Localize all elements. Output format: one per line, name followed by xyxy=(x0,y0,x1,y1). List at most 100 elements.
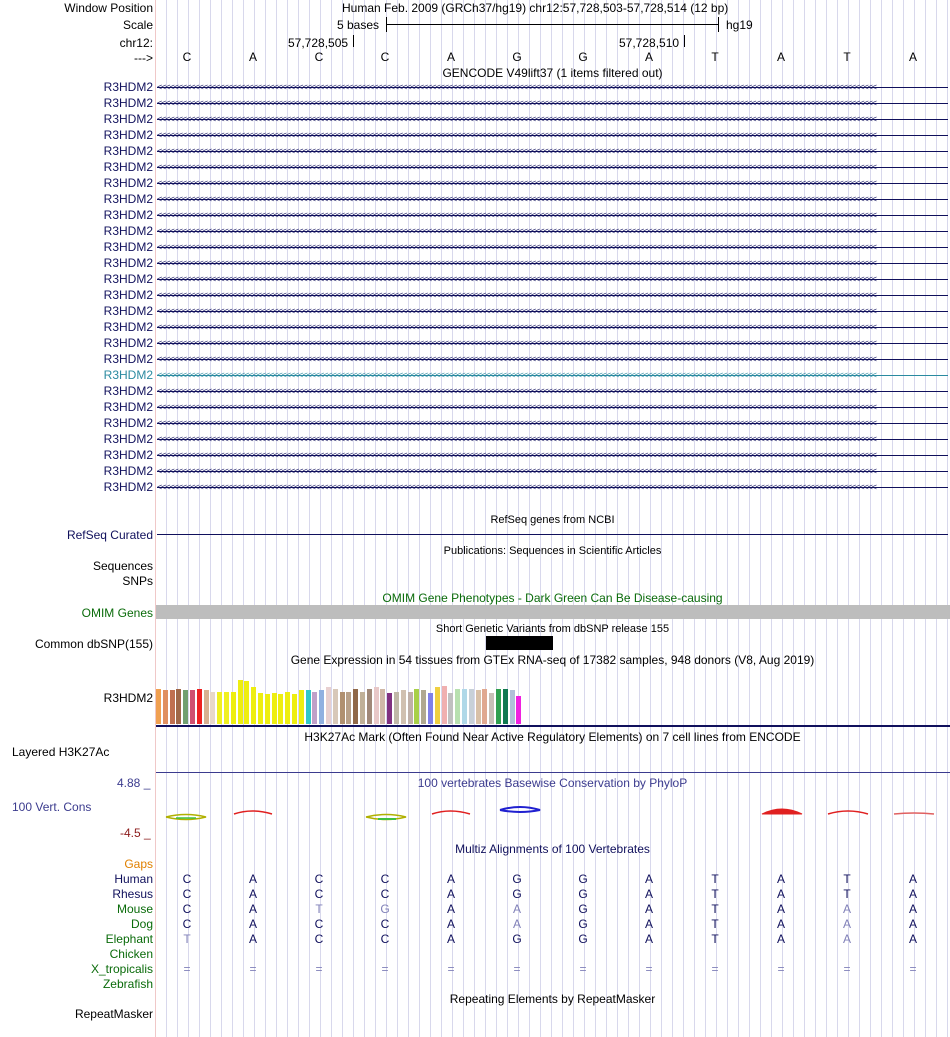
gencode-gene-feature[interactable]: <<<<<<<<<<<<<<<<<<<<<<<<<<<<<<<<<<<<<<<<… xyxy=(157,431,948,447)
gtex-tissue-bar[interactable] xyxy=(387,693,393,724)
omim-track-title[interactable]: OMIM Gene Phenotypes - Dark Green Can Be… xyxy=(382,591,723,605)
gencode-gene-feature[interactable]: <<<<<<<<<<<<<<<<<<<<<<<<<<<<<<<<<<<<<<<<… xyxy=(157,319,948,335)
gencode-gene-feature[interactable]: <<<<<<<<<<<<<<<<<<<<<<<<<<<<<<<<<<<<<<<<… xyxy=(157,255,948,271)
gencode-gene-feature[interactable]: <<<<<<<<<<<<<<<<<<<<<<<<<<<<<<<<<<<<<<<<… xyxy=(157,223,948,239)
gencode-gene-feature[interactable]: <<<<<<<<<<<<<<<<<<<<<<<<<<<<<<<<<<<<<<<<… xyxy=(157,335,948,351)
gencode-gene-feature[interactable]: <<<<<<<<<<<<<<<<<<<<<<<<<<<<<<<<<<<<<<<<… xyxy=(157,175,948,191)
gtex-tissue-bar[interactable] xyxy=(394,692,399,724)
multiz-species-label[interactable]: Mouse xyxy=(116,902,153,916)
gencode-gene-feature[interactable]: <<<<<<<<<<<<<<<<<<<<<<<<<<<<<<<<<<<<<<<<… xyxy=(157,143,948,159)
gtex-tissue-bar[interactable] xyxy=(482,689,488,724)
gtex-tissue-bar[interactable] xyxy=(468,689,474,724)
publications-sequences-label[interactable]: Sequences xyxy=(92,559,153,573)
multiz-gaps-label[interactable]: Gaps xyxy=(124,857,153,871)
gtex-tissue-bar[interactable] xyxy=(278,694,284,724)
gtex-tissue-bar[interactable] xyxy=(346,692,352,724)
gtex-tissue-bar[interactable] xyxy=(428,693,433,724)
gencode-gene-label[interactable]: R3HDM2 xyxy=(103,160,153,174)
gtex-tissue-bar[interactable] xyxy=(332,689,338,724)
publications-snps-label[interactable]: SNPs xyxy=(122,574,153,588)
gencode-gene-feature[interactable]: <<<<<<<<<<<<<<<<<<<<<<<<<<<<<<<<<<<<<<<<… xyxy=(157,79,948,95)
gtex-tissue-bar[interactable] xyxy=(312,692,318,724)
gtex-tissue-bar[interactable] xyxy=(380,689,386,724)
gtex-tissue-bar[interactable] xyxy=(258,693,263,724)
gtex-tissue-bar[interactable] xyxy=(516,696,522,724)
gencode-gene-feature[interactable]: <<<<<<<<<<<<<<<<<<<<<<<<<<<<<<<<<<<<<<<<… xyxy=(157,191,948,207)
gencode-gene-feature[interactable]: <<<<<<<<<<<<<<<<<<<<<<<<<<<<<<<<<<<<<<<<… xyxy=(157,367,948,383)
conservation-track-title[interactable]: 100 vertebrates Basewise Conservation by… xyxy=(417,776,688,790)
gencode-gene-label[interactable]: R3HDM2 xyxy=(103,480,153,494)
gtex-track-label[interactable]: R3HDM2 xyxy=(103,691,153,705)
gtex-tissue-bar[interactable] xyxy=(190,690,195,724)
gencode-gene-label[interactable]: R3HDM2 xyxy=(103,288,153,302)
gencode-gene-label[interactable]: R3HDM2 xyxy=(103,128,153,142)
gtex-tissue-bar[interactable] xyxy=(434,687,440,724)
gencode-gene-label[interactable]: R3HDM2 xyxy=(103,320,153,334)
gtex-tissue-bar[interactable] xyxy=(264,694,270,724)
gencode-gene-label[interactable]: R3HDM2 xyxy=(103,176,153,190)
gencode-gene-label[interactable]: R3HDM2 xyxy=(103,368,153,382)
multiz-species-label[interactable]: Zebrafish xyxy=(102,977,153,991)
gtex-tissue-bar[interactable] xyxy=(237,680,243,724)
gtex-tissue-bar[interactable] xyxy=(298,690,304,724)
gencode-gene-feature[interactable]: <<<<<<<<<<<<<<<<<<<<<<<<<<<<<<<<<<<<<<<<… xyxy=(157,287,948,303)
gtex-tissue-bar[interactable] xyxy=(196,689,202,724)
multiz-species-label[interactable]: Elephant xyxy=(105,932,153,946)
gtex-track-title[interactable]: Gene Expression in 54 tissues from GTEx … xyxy=(290,653,815,667)
gtex-tissue-bar[interactable] xyxy=(496,689,501,724)
gencode-gene-label[interactable]: R3HDM2 xyxy=(103,240,153,254)
gencode-gene-feature[interactable]: <<<<<<<<<<<<<<<<<<<<<<<<<<<<<<<<<<<<<<<<… xyxy=(157,399,948,415)
gencode-gene-feature[interactable]: <<<<<<<<<<<<<<<<<<<<<<<<<<<<<<<<<<<<<<<<… xyxy=(157,479,948,495)
gtex-tissue-bar[interactable] xyxy=(224,692,229,724)
multiz-species-label[interactable]: X_tropicalis xyxy=(90,962,153,976)
gencode-gene-feature[interactable]: <<<<<<<<<<<<<<<<<<<<<<<<<<<<<<<<<<<<<<<<… xyxy=(157,463,948,479)
gtex-tissue-bar[interactable] xyxy=(285,692,291,724)
gencode-gene-label[interactable]: R3HDM2 xyxy=(103,448,153,462)
h3k27ac-track-title[interactable]: H3K27Ac Mark (Often Found Near Active Re… xyxy=(304,730,801,744)
gtex-tissue-bar[interactable] xyxy=(203,690,209,724)
gtex-tissue-bar[interactable] xyxy=(448,693,454,724)
gtex-tissue-bar[interactable] xyxy=(441,686,447,724)
gtex-tissue-bar[interactable] xyxy=(326,687,331,724)
gencode-gene-feature[interactable]: <<<<<<<<<<<<<<<<<<<<<<<<<<<<<<<<<<<<<<<<… xyxy=(157,95,948,111)
conservation-wiggle[interactable] xyxy=(156,800,950,826)
gencode-gene-label[interactable]: R3HDM2 xyxy=(103,96,153,110)
gencode-gene-label[interactable]: R3HDM2 xyxy=(103,144,153,158)
multiz-track-title[interactable]: Multiz Alignments of 100 Vertebrates xyxy=(455,842,650,856)
gtex-tissue-bar[interactable] xyxy=(210,692,216,724)
gencode-gene-feature[interactable]: <<<<<<<<<<<<<<<<<<<<<<<<<<<<<<<<<<<<<<<<… xyxy=(157,447,948,463)
gencode-gene-label[interactable]: R3HDM2 xyxy=(103,416,153,430)
gencode-gene-feature[interactable]: <<<<<<<<<<<<<<<<<<<<<<<<<<<<<<<<<<<<<<<<… xyxy=(157,239,948,255)
gencode-gene-label[interactable]: R3HDM2 xyxy=(103,208,153,222)
gtex-tissue-bar[interactable] xyxy=(251,687,257,724)
dbsnp-track-label[interactable]: Common dbSNP(155) xyxy=(34,637,153,651)
repeatmasker-track-title[interactable]: Repeating Elements by RepeatMasker xyxy=(449,992,656,1006)
gtex-tissue-bar[interactable] xyxy=(339,692,345,724)
multiz-species-label[interactable]: Rhesus xyxy=(112,887,153,901)
omim-track-label[interactable]: OMIM Genes xyxy=(81,606,153,620)
gencode-gene-label[interactable]: R3HDM2 xyxy=(103,336,153,350)
refseq-track-title[interactable]: RefSeq genes from NCBI xyxy=(490,514,615,526)
gtex-tissue-bar[interactable] xyxy=(183,690,189,724)
multiz-species-label[interactable]: Human xyxy=(114,872,153,886)
gtex-tissue-bar[interactable] xyxy=(373,687,379,724)
gencode-gene-label[interactable]: R3HDM2 xyxy=(103,112,153,126)
gtex-tissue-bar[interactable] xyxy=(366,689,372,724)
gtex-tissue-bar[interactable] xyxy=(509,690,515,724)
gencode-gene-feature[interactable]: <<<<<<<<<<<<<<<<<<<<<<<<<<<<<<<<<<<<<<<<… xyxy=(157,271,948,287)
gtex-tissue-bar[interactable] xyxy=(292,694,297,724)
dbsnp-variant-block[interactable] xyxy=(486,636,553,650)
publications-track-title[interactable]: Publications: Sequences in Scientific Ar… xyxy=(443,545,662,557)
gtex-tissue-bar[interactable] xyxy=(169,690,175,724)
gencode-gene-feature[interactable]: <<<<<<<<<<<<<<<<<<<<<<<<<<<<<<<<<<<<<<<<… xyxy=(157,207,948,223)
gtex-tissue-bar[interactable] xyxy=(230,692,236,724)
gencode-gene-label[interactable]: R3HDM2 xyxy=(103,352,153,366)
gtex-expression-chart[interactable] xyxy=(156,668,536,724)
conservation-track-label[interactable]: 100 Vert. Cons xyxy=(12,800,92,814)
gtex-tissue-bar[interactable] xyxy=(217,692,223,724)
gtex-tissue-bar[interactable] xyxy=(162,690,168,724)
gencode-gene-label[interactable]: R3HDM2 xyxy=(103,224,153,238)
gtex-tissue-bar[interactable] xyxy=(244,681,250,724)
gencode-gene-feature[interactable]: <<<<<<<<<<<<<<<<<<<<<<<<<<<<<<<<<<<<<<<<… xyxy=(157,383,948,399)
h3k27ac-track-label[interactable]: Layered H3K27Ac xyxy=(12,745,110,759)
